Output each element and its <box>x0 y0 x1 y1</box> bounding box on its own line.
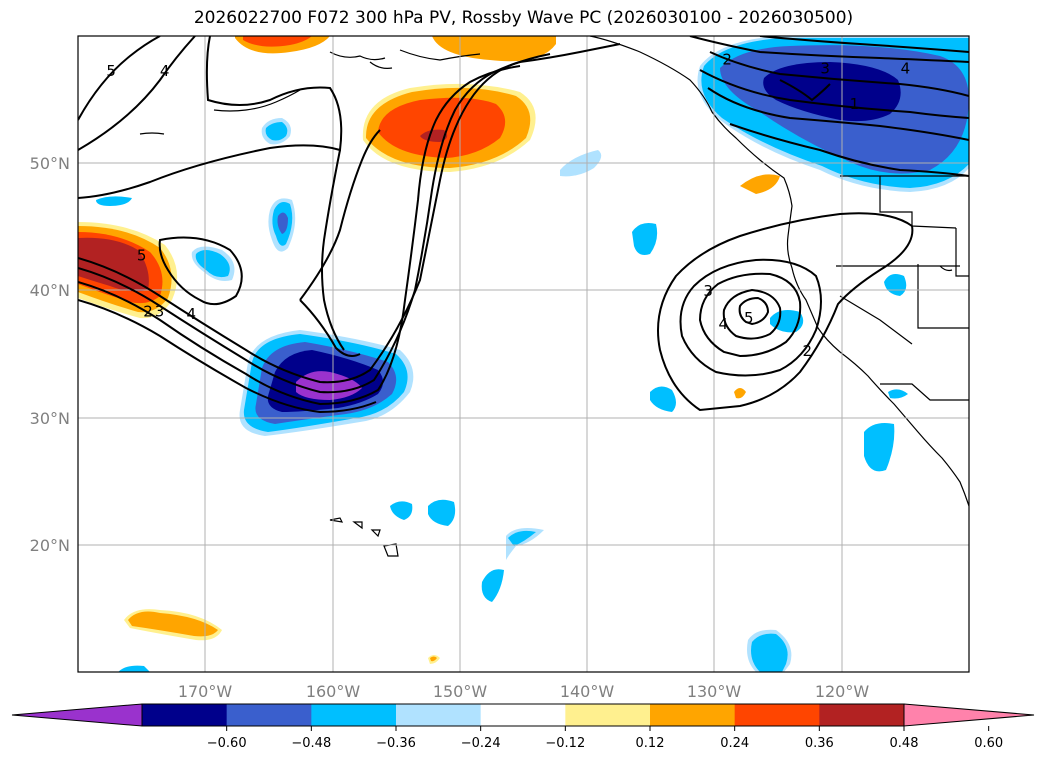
contour-label-1: 4 <box>160 62 170 80</box>
lat-label-40: 40°N <box>30 281 70 300</box>
latitude-labels: 50°N 40°N 30°N 20°N <box>30 154 70 555</box>
colorbar-label-5: 0.12 <box>636 736 665 751</box>
colorbar-segment-4 <box>480 704 566 726</box>
pv-contours <box>78 36 969 414</box>
colorbar-segment-6 <box>650 704 736 726</box>
contour-label-12: 4 <box>719 315 729 333</box>
lon-label-140w: 140°W <box>560 682 615 701</box>
colorbar: −0.60 −0.48 −0.36 −0.24 −0.12 0.12 0.24 0.36 0.4… <box>11 703 1035 751</box>
coastlines <box>139 36 969 557</box>
contour-label-7: 3 <box>820 60 830 78</box>
colorbar-extend-low <box>11 703 143 727</box>
lat-label-50: 50°N <box>30 154 70 173</box>
lon-label-150w: 150°W <box>433 682 488 701</box>
lat-label-20: 20°N <box>30 536 70 555</box>
contour-label-6: 2 <box>722 51 732 69</box>
lon-label-170w: 170°W <box>178 682 233 701</box>
contour-label-3: 3 <box>155 303 165 321</box>
contour-label-10: 3 <box>703 282 713 300</box>
colorbar-segment-5 <box>565 704 651 726</box>
colorbar-label-2: −0.36 <box>376 736 416 751</box>
longitude-labels: 170°W 160°W 150°W 140°W 130°W 120°W <box>178 682 870 701</box>
map-title: 2026022700 F072 300 hPa PV, Rossby Wave … <box>193 8 854 28</box>
colorbar-label-7: 0.36 <box>805 736 834 751</box>
contour-label-11: 5 <box>744 309 754 327</box>
colorbar-segment-8 <box>819 704 905 726</box>
lon-label-120w: 120°W <box>815 682 870 701</box>
colorbar-segment-1 <box>226 704 312 726</box>
contour-label-4: 2 <box>143 303 153 321</box>
pv-shading <box>78 36 969 672</box>
contour-label-9: 1 <box>850 95 860 113</box>
colorbar-segment-3 <box>396 704 482 726</box>
lat-label-30: 30°N <box>30 409 70 428</box>
colorbar-label-8: 0.48 <box>890 736 919 751</box>
contour-label-5: 4 <box>187 305 197 323</box>
colorbar-segment-0 <box>142 704 228 726</box>
colorbar-extend-high <box>903 703 1035 727</box>
colorbar-frame <box>141 703 905 727</box>
colorbar-label-0: −0.60 <box>207 736 247 751</box>
colorbar-label-4: −0.12 <box>545 736 585 751</box>
contour-label-2: 5 <box>137 247 147 265</box>
gridlines <box>78 36 969 672</box>
colorbar-label-6: 0.24 <box>720 736 749 751</box>
colorbar-label-3: −0.24 <box>461 736 501 751</box>
colorbar-label-9: 0.60 <box>974 736 1003 751</box>
lon-label-130w: 130°W <box>687 682 742 701</box>
contour-label-13: 2 <box>803 342 813 360</box>
map-frame <box>77 35 970 673</box>
contour-label-8: 4 <box>901 60 911 78</box>
contour-label-0: 5 <box>106 62 116 80</box>
lon-label-160w: 160°W <box>306 682 361 701</box>
colorbar-segment-7 <box>734 704 820 726</box>
colorbar-segment-2 <box>311 704 397 726</box>
colorbar-label-1: −0.48 <box>291 736 331 751</box>
